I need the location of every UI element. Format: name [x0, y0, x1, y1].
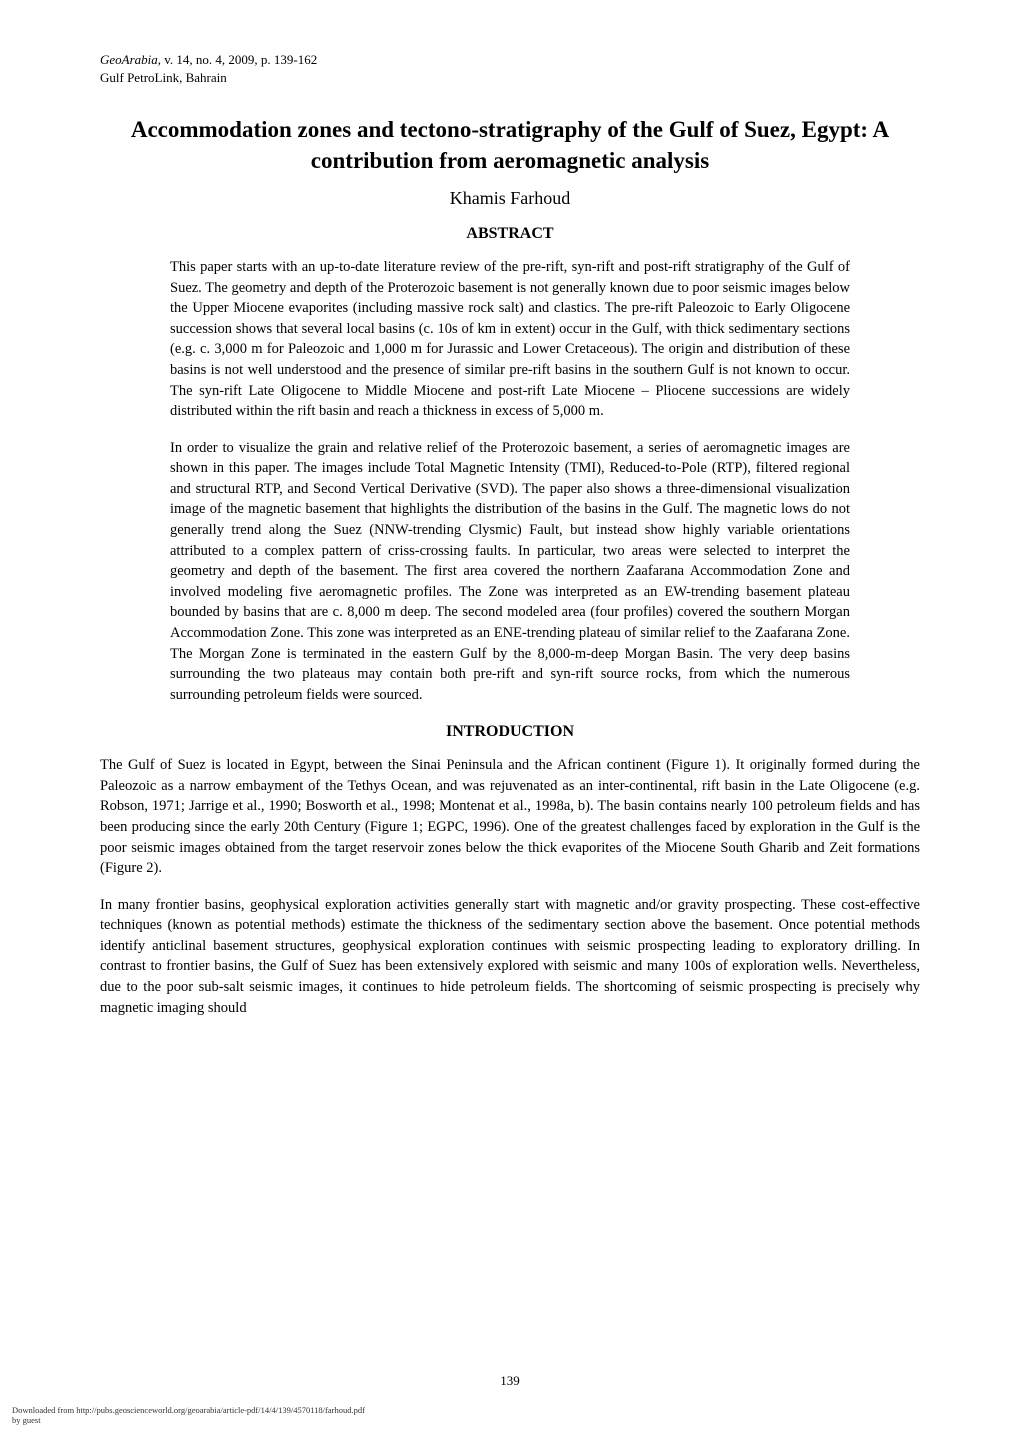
journal-publisher: Gulf PetroLink, Bahrain	[100, 70, 920, 86]
journal-header: GeoArabia, v. 14, no. 4, 2009, p. 139-16…	[100, 52, 920, 68]
download-footer: Downloaded from http://pubs.geosciencewo…	[12, 1405, 365, 1425]
page-number: 139	[0, 1373, 1020, 1389]
journal-name: GeoArabia,	[100, 52, 161, 67]
abstract-heading: ABSTRACT	[100, 225, 920, 243]
introduction-heading: INTRODUCTION	[100, 723, 920, 741]
footer-line: Downloaded from http://pubs.geosciencewo…	[12, 1405, 365, 1415]
introduction-block: The Gulf of Suez is located in Egypt, be…	[100, 755, 920, 1018]
paper-title: Accommodation zones and tectono-stratigr…	[100, 114, 920, 176]
footer-line: by guest	[12, 1415, 365, 1425]
author-name: Khamis Farhoud	[100, 188, 920, 209]
body-paragraph: The Gulf of Suez is located in Egypt, be…	[100, 755, 920, 878]
abstract-block: This paper starts with an up-to-date lit…	[100, 257, 920, 705]
volume-info: v. 14, no. 4, 2009, p. 139-162	[161, 52, 317, 67]
abstract-paragraph: In order to visualize the grain and rela…	[170, 438, 850, 706]
abstract-paragraph: This paper starts with an up-to-date lit…	[170, 257, 850, 422]
body-paragraph: In many frontier basins, geophysical exp…	[100, 895, 920, 1018]
